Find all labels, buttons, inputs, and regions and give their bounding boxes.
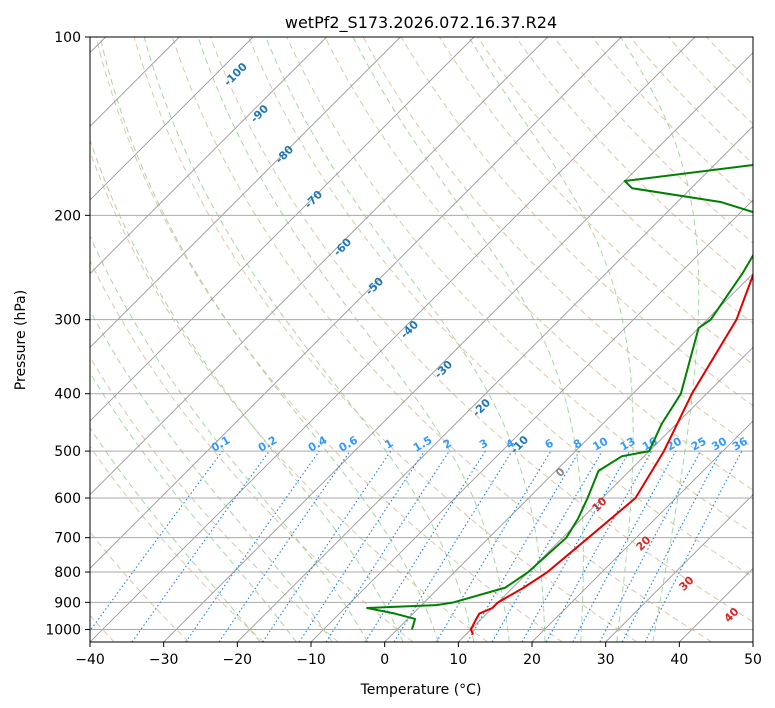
isotherm-line bbox=[90, 37, 475, 422]
y-axis-ticks: 1000 900 800 700 600 500 400 300 200 100 bbox=[45, 30, 90, 638]
mixing-ratio-line bbox=[185, 450, 320, 642]
x-tick-label: 0 bbox=[380, 652, 389, 668]
mixing-ratio-lines bbox=[90, 450, 743, 642]
dry-adiabat-line bbox=[591, 37, 753, 204]
moist-adiabat-line bbox=[90, 427, 261, 642]
dry-adiabat-line bbox=[629, 37, 753, 165]
chart-title: wetPf2_S173.2026.072.16.37.R24 bbox=[285, 13, 557, 33]
dry-adiabat-line bbox=[477, 37, 753, 325]
profiles bbox=[366, 163, 753, 635]
y-tick-label: 100 bbox=[54, 30, 81, 46]
x-tick-label: 20 bbox=[523, 652, 541, 668]
y-tick-label: 1000 bbox=[45, 622, 81, 638]
isotherm-line bbox=[531, 420, 753, 642]
x-axis-label: Temperature (°C) bbox=[360, 682, 482, 698]
plot-frame bbox=[89, 36, 754, 643]
isotherm-line bbox=[384, 273, 753, 642]
isotherm-line bbox=[90, 37, 622, 569]
dry-adiabat-line bbox=[324, 37, 753, 491]
mixing-ratio-line bbox=[131, 450, 270, 642]
dry-adiabat-line bbox=[400, 37, 753, 407]
dry-adiabat-line bbox=[133, 37, 638, 642]
moist-adiabat-line bbox=[90, 234, 369, 642]
x-tick-label: 30 bbox=[597, 652, 615, 668]
temperature-line bbox=[469, 272, 753, 635]
dry-adiabat-line bbox=[210, 37, 753, 623]
isotherm-line bbox=[90, 37, 401, 348]
isotherm-line bbox=[90, 37, 254, 201]
mixing-ratio-line bbox=[262, 450, 392, 642]
y-tick-label: 300 bbox=[54, 313, 81, 329]
x-tick-label: 50 bbox=[744, 652, 762, 668]
moist-adiabat-line bbox=[620, 37, 700, 642]
y-tick-label: 800 bbox=[54, 565, 81, 581]
x-tick-label: −20 bbox=[223, 652, 253, 668]
x-axis-ticks: −40 −30 −20 −10 0 10 20 30 40 50 bbox=[75, 642, 762, 668]
dry-adiabat-line bbox=[171, 37, 712, 642]
plot-area: -100-90-80-70-60-50-40-30-20-10010203040… bbox=[90, 37, 753, 642]
moist-adiabat-line bbox=[352, 37, 584, 642]
isotherm-line bbox=[605, 494, 753, 642]
mixing-ratio-line bbox=[325, 450, 450, 642]
y-axis-label: Pressure (hPa) bbox=[13, 290, 29, 390]
mixing-ratio-line bbox=[545, 450, 653, 642]
dry-adiabat-line bbox=[90, 445, 264, 642]
isotherm-line bbox=[90, 37, 548, 496]
isotherm-line bbox=[90, 37, 696, 642]
y-tick-label: 400 bbox=[54, 387, 81, 403]
moist-adiabat-line bbox=[99, 37, 439, 642]
moist-adiabat-line bbox=[90, 138, 404, 642]
mixing-ratio-line bbox=[90, 450, 223, 632]
mixing-ratio-line bbox=[572, 450, 677, 642]
isotherm-line bbox=[237, 125, 753, 642]
x-tick-label: 10 bbox=[449, 652, 467, 668]
x-tick-label: −30 bbox=[149, 652, 179, 668]
y-tick-label: 600 bbox=[54, 491, 81, 507]
isotherm-line bbox=[310, 199, 753, 642]
dry-adiabat-line bbox=[515, 37, 753, 284]
dewpoint-line bbox=[366, 163, 753, 630]
y-tick-label: 200 bbox=[54, 208, 81, 224]
isotherms bbox=[90, 37, 753, 642]
mixing-ratio-line bbox=[393, 450, 513, 642]
mixing-ratio-line bbox=[644, 450, 743, 642]
dry-adiabat-line bbox=[248, 37, 753, 578]
isotherm-line bbox=[163, 52, 753, 642]
y-tick-label: 900 bbox=[54, 595, 81, 611]
x-tick-label: −40 bbox=[75, 652, 105, 668]
mixing-ratio-line bbox=[218, 450, 351, 642]
x-tick-label: −10 bbox=[296, 652, 326, 668]
moist-adiabat-line bbox=[90, 309, 333, 642]
isotherm-line bbox=[458, 346, 753, 642]
y-tick-label: 700 bbox=[54, 531, 81, 547]
x-tick-label: 40 bbox=[670, 652, 688, 668]
isotherm-line bbox=[90, 37, 327, 275]
y-tick-label: 500 bbox=[54, 444, 81, 460]
moist-adiabat-line bbox=[265, 37, 546, 642]
mixing-ratio-line bbox=[298, 450, 425, 642]
moist-adiabat-line bbox=[90, 371, 297, 642]
mixing-ratio-line bbox=[521, 450, 630, 642]
